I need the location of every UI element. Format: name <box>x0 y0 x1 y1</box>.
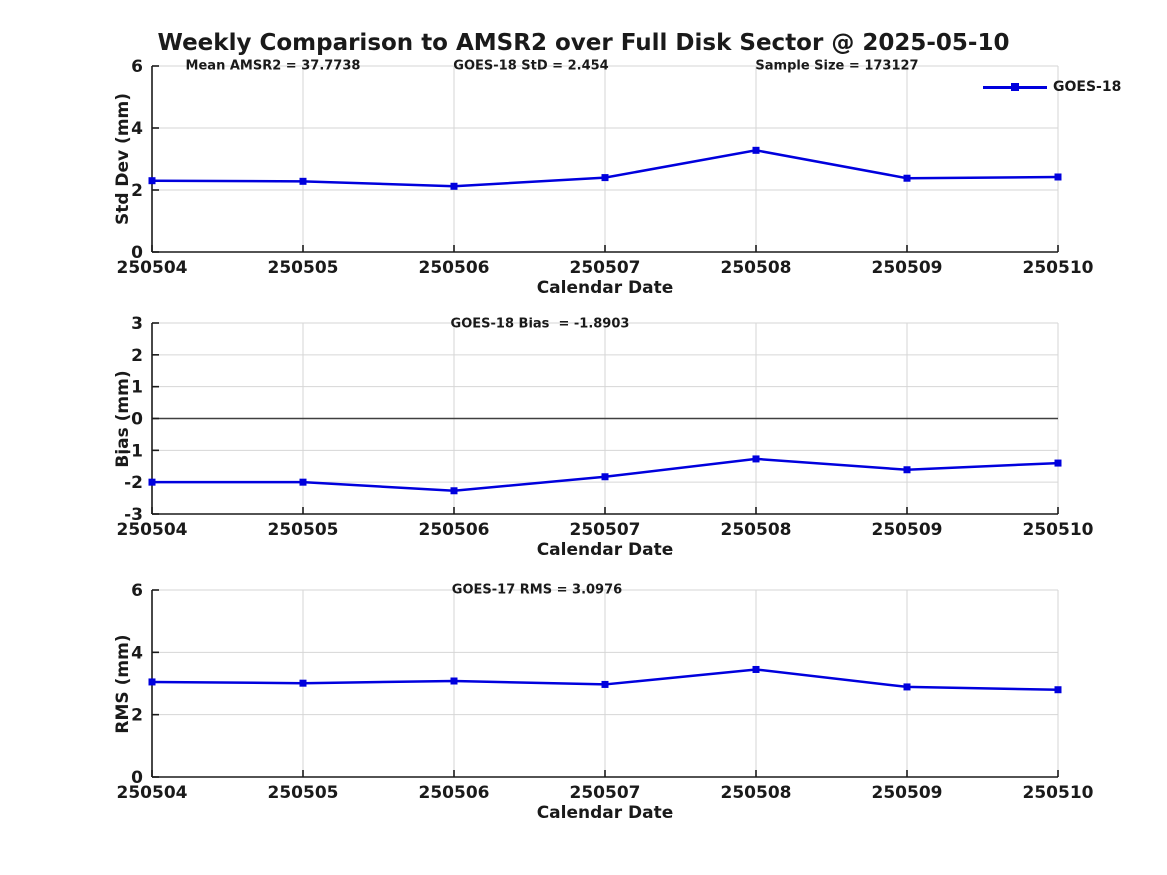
stddev-y-axis-label: Std Dev (mm) <box>113 92 133 226</box>
annotation-goes18-std: GOES-18 StD = 2.454 <box>453 58 609 74</box>
x-tick-label: 250509 <box>872 783 943 803</box>
data-point-marker <box>450 487 458 495</box>
bias-y-axis-label: Bias (mm) <box>113 370 133 468</box>
data-point-marker <box>903 466 911 474</box>
y-tick-label: 2 <box>131 706 143 726</box>
data-point-marker <box>601 473 609 481</box>
legend-label: GOES-18 <box>1053 79 1122 95</box>
x-tick-label: 250506 <box>419 783 490 803</box>
x-tick-label: 250508 <box>721 783 792 803</box>
y-tick-label: 1 <box>131 378 143 398</box>
y-tick-label: 3 <box>131 314 143 334</box>
x-tick-label: 250504 <box>117 258 188 278</box>
annotation-goes18-bias: GOES-18 Bias = -1.8903 <box>450 316 630 332</box>
data-point-marker <box>752 146 760 154</box>
data-point-marker <box>1054 173 1062 181</box>
data-point-marker <box>148 478 156 486</box>
y-tick-label: -3 <box>124 505 143 525</box>
x-tick-label: 250505 <box>268 520 339 540</box>
y-tick-label: 6 <box>131 57 143 77</box>
x-tick-label: 250504 <box>117 520 188 540</box>
x-tick-label: 250506 <box>419 258 490 278</box>
x-tick-label: 250509 <box>872 520 943 540</box>
data-point-marker <box>299 679 307 687</box>
data-point-marker <box>1054 459 1062 467</box>
rms-y-axis-label: RMS (mm) <box>113 634 133 734</box>
y-tick-label: 2 <box>131 181 143 201</box>
annotation-sample-size: Sample Size = 173127 <box>755 58 919 74</box>
data-point-marker <box>903 683 911 691</box>
data-point-marker <box>1054 686 1062 694</box>
data-point-marker <box>450 677 458 685</box>
x-tick-label: 250510 <box>1023 520 1094 540</box>
x-tick-label: 250505 <box>268 783 339 803</box>
x-tick-label: 250507 <box>570 520 641 540</box>
y-tick-label: 0 <box>131 768 143 788</box>
x-tick-label: 250504 <box>117 783 188 803</box>
data-point-marker <box>299 177 307 185</box>
data-point-marker <box>148 678 156 686</box>
annotation-mean-amsr2: Mean AMSR2 = 37.7738 <box>185 58 361 74</box>
data-point-marker <box>903 174 911 182</box>
x-tick-label: 250507 <box>570 783 641 803</box>
data-point-marker <box>450 182 458 190</box>
y-tick-label: 6 <box>131 581 143 601</box>
y-tick-label: 2 <box>131 346 143 366</box>
y-tick-label: 0 <box>131 410 143 430</box>
figure-title: Weekly Comparison to AMSR2 over Full Dis… <box>157 30 1010 56</box>
y-tick-label: -2 <box>124 473 143 493</box>
data-point-marker <box>601 680 609 688</box>
data-point-marker <box>752 455 760 463</box>
rms-x-axis-label: Calendar Date <box>536 803 674 823</box>
x-tick-label: 250508 <box>721 520 792 540</box>
data-point-marker <box>601 174 609 182</box>
data-point-marker <box>752 665 760 673</box>
y-tick-label: 4 <box>131 643 143 663</box>
y-tick-label: 4 <box>131 119 143 139</box>
x-tick-label: 250506 <box>419 520 490 540</box>
x-tick-label: 250510 <box>1023 258 1094 278</box>
annotation-goes17-rms: GOES-17 RMS = 3.0976 <box>451 582 623 598</box>
bias-x-axis-label: Calendar Date <box>536 540 674 560</box>
x-tick-label: 250510 <box>1023 783 1094 803</box>
y-tick-label: 0 <box>131 243 143 263</box>
stddev-x-axis-label: Calendar Date <box>536 278 674 298</box>
data-point-marker <box>148 177 156 185</box>
x-tick-label: 250508 <box>721 258 792 278</box>
y-tick-label: -1 <box>124 441 143 461</box>
x-tick-label: 250507 <box>570 258 641 278</box>
x-tick-label: 250505 <box>268 258 339 278</box>
legend-marker <box>1011 83 1019 91</box>
x-tick-label: 250509 <box>872 258 943 278</box>
data-point-marker <box>299 478 307 486</box>
